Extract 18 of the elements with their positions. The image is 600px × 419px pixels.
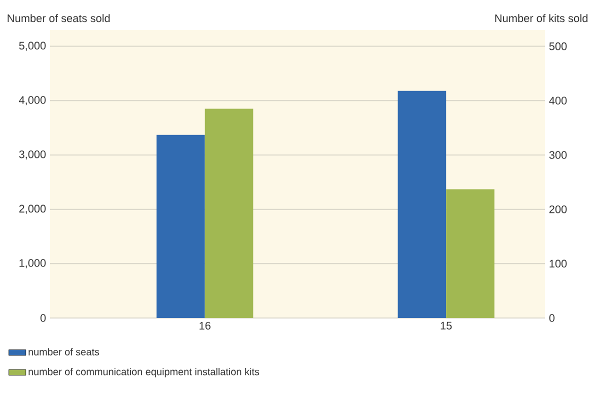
- y-tick-label: 2,000: [19, 204, 46, 214]
- legend-label: number of communication equipment installation kits: [28, 368, 260, 378]
- y2-tick-label: 200: [549, 205, 567, 214]
- y2-tick-label: 400: [549, 96, 567, 105]
- x-tick-label: 16: [200, 322, 210, 330]
- y2-tick-label: 300: [549, 151, 567, 159]
- y-tick-label: 4,000: [18, 96, 46, 106]
- y2-tick-label: 100: [550, 260, 567, 268]
- x-tick-label: 15: [440, 322, 452, 330]
- y2-tick-label: 0: [549, 314, 555, 322]
- y-tick-label: 3,000: [19, 150, 46, 160]
- y-tick-label: 0: [40, 314, 46, 322]
- y-axis-title: Number of seats sold: [8, 14, 110, 22]
- y-tick-label: 1,000: [20, 259, 46, 268]
- y2-axis-title: Number of kits sold: [495, 14, 588, 22]
- y-tick-label: 5,000: [19, 42, 46, 51]
- legend-label: number of seats: [28, 348, 100, 356]
- y2-tick-label: 500: [549, 42, 567, 50]
